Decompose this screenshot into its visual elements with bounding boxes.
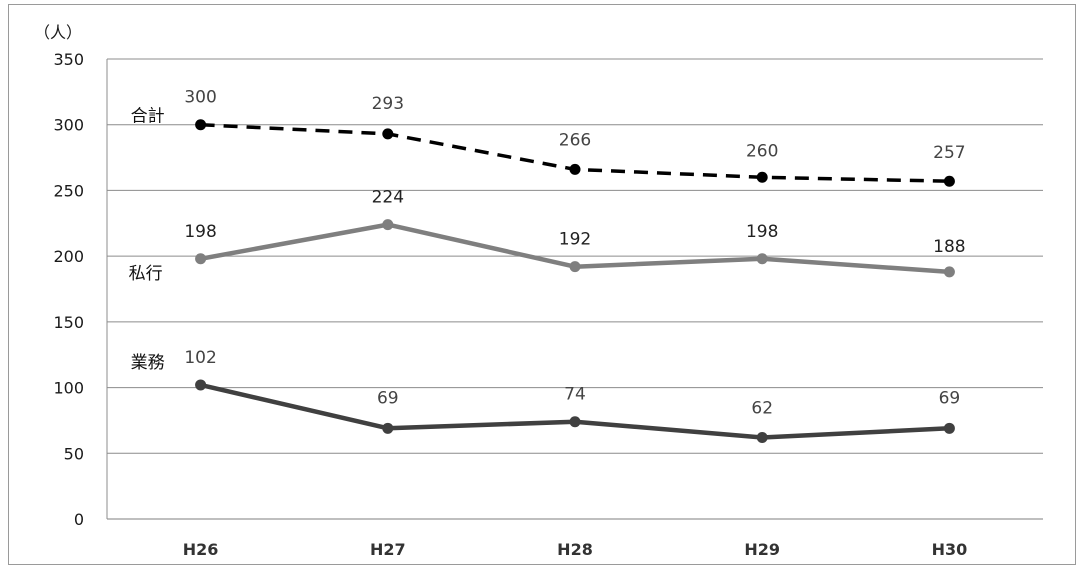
data-point xyxy=(382,128,394,140)
data-label: 293 xyxy=(372,94,404,114)
y-tick-label: 200 xyxy=(53,247,84,266)
data-point xyxy=(756,171,768,183)
y-axis-ticks: 0 50 100 150 200 250 300 350 xyxy=(53,50,84,529)
gridlines xyxy=(106,58,1043,520)
series-name-label: 私行 xyxy=(129,264,163,284)
series-業務: 102 69 74 62 69 業務 xyxy=(131,348,961,444)
data-point xyxy=(756,432,768,444)
data-point xyxy=(943,175,955,187)
x-axis-ticks: H26 H27 H28 H29 H30 xyxy=(183,540,967,559)
chart-frame xyxy=(8,4,1076,565)
data-label: 102 xyxy=(184,348,216,368)
data-label: 69 xyxy=(377,388,399,408)
y-tick-label: 50 xyxy=(64,444,84,463)
series-name-label: 業務 xyxy=(131,353,165,373)
data-label: 198 xyxy=(746,222,778,242)
data-label: 300 xyxy=(184,88,216,108)
y-tick-label: 350 xyxy=(53,50,84,69)
data-point xyxy=(943,266,955,278)
data-label: 69 xyxy=(939,388,961,408)
series-layer: 300 293 266 260 257 合計 198 224 192 198 188 私行 102 69 7… xyxy=(129,88,966,444)
data-label: 188 xyxy=(933,237,965,257)
data-label: 74 xyxy=(564,385,586,405)
data-point xyxy=(569,163,581,175)
y-tick-label: 300 xyxy=(53,116,84,135)
data-point xyxy=(569,261,581,273)
x-tick-label: H27 xyxy=(370,540,406,559)
x-tick-label: H28 xyxy=(557,540,593,559)
data-point xyxy=(382,422,394,434)
y-axis-unit-label: （人） xyxy=(34,23,82,42)
data-point xyxy=(569,416,581,428)
data-label: 192 xyxy=(559,230,591,250)
data-label: 198 xyxy=(184,222,216,242)
data-point xyxy=(756,253,768,265)
series-私行: 198 224 192 198 188 私行 xyxy=(129,188,966,284)
series-合計: 300 293 266 260 257 合計 xyxy=(131,88,966,187)
data-label: 266 xyxy=(559,130,591,150)
data-label: 260 xyxy=(746,141,778,161)
data-label: 224 xyxy=(372,188,404,208)
y-tick-label: 0 xyxy=(74,510,84,529)
series-name-label: 合計 xyxy=(131,107,165,127)
x-tick-label: H30 xyxy=(932,540,968,559)
y-tick-label: 250 xyxy=(53,181,84,200)
x-tick-label: H29 xyxy=(744,540,780,559)
data-point xyxy=(382,219,394,231)
y-tick-label: 150 xyxy=(53,313,84,332)
data-point xyxy=(195,253,207,265)
y-tick-label: 100 xyxy=(53,379,84,398)
x-tick-label: H26 xyxy=(183,540,219,559)
data-point xyxy=(943,422,955,434)
data-label: 257 xyxy=(933,143,965,163)
data-label: 62 xyxy=(751,399,773,419)
data-point xyxy=(195,119,207,131)
data-point xyxy=(195,379,207,391)
